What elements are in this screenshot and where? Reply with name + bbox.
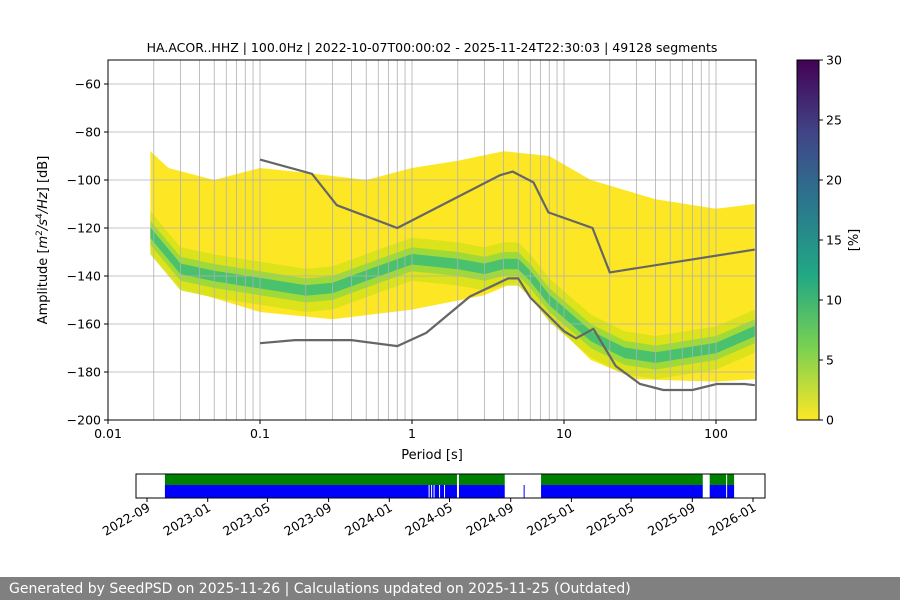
density-band-mid	[150, 220, 755, 370]
colorbar-tick-label: 25	[826, 113, 842, 128]
timeline-available-segment	[709, 485, 727, 498]
timeline-gap	[428, 485, 430, 498]
x-tick-label: 0.1	[250, 426, 270, 441]
timeline-used-segment	[541, 474, 703, 485]
timeline-tick-label: 2025-01	[524, 500, 577, 539]
timeline-used-segment	[164, 474, 457, 485]
y-tick-label: −60	[75, 77, 101, 92]
colorbar-tick-label: 10	[826, 293, 842, 308]
y-tick-label: −200	[67, 413, 101, 428]
timeline-tick-label: 2025-09	[645, 500, 698, 539]
nhnm-line	[259, 158, 755, 274]
y-tick-label: −120	[67, 221, 101, 236]
colorbar-tick-label: 20	[826, 173, 842, 188]
timeline-tick-label: 2023-01	[160, 500, 213, 539]
timeline-used-segment	[709, 474, 727, 485]
chart-title: HA.ACOR..HHZ | 100.0Hz | 2022-10-07T00:0…	[147, 40, 718, 55]
nlnm-line	[259, 277, 755, 392]
timeline-tick-label: 2026-01	[706, 500, 759, 539]
timeline-frame	[135, 473, 766, 499]
timeline-tick-label: 2022-09	[100, 500, 153, 539]
colorbar	[796, 59, 820, 421]
plot-frame	[107, 59, 757, 421]
timeline-gap	[439, 485, 441, 498]
timeline-gap	[431, 485, 433, 498]
y-tick-label: −160	[67, 317, 101, 332]
timeline-gap	[433, 485, 435, 498]
colorbar-tick-label: 30	[826, 53, 842, 68]
timeline-tick-label: 2023-09	[281, 500, 334, 539]
y-tick-label: −140	[67, 269, 101, 284]
x-tick-label: 10	[556, 426, 572, 441]
y-tick-label: −100	[67, 173, 101, 188]
timeline-tick-label: 2024-05	[402, 500, 455, 539]
x-tick-label: 1	[408, 426, 416, 441]
timeline-tick-label: 2023-05	[220, 500, 273, 539]
timeline-gap	[444, 485, 446, 498]
timeline-available-segment	[727, 485, 735, 498]
colorbar-tick-label: 5	[826, 353, 834, 368]
x-tick-label: 100	[704, 426, 728, 441]
footer-status: Generated by SeedPSD on 2025-11-26 | Cal…	[0, 577, 900, 600]
timeline-tick-label: 2024-01	[342, 500, 395, 539]
y-tick-label: −180	[67, 365, 101, 380]
y-axis-label: Amplitude [m2/s4/Hz] [dB]	[35, 156, 51, 325]
timeline-available-segment	[541, 485, 703, 498]
x-axis-label: Period [s]	[401, 448, 463, 463]
density-band-high	[150, 227, 755, 363]
colorbar-label: [%]	[847, 229, 862, 252]
timeline-used-segment	[458, 474, 505, 485]
timeline-available-segment	[458, 485, 505, 498]
ppsd-figure: HA.ACOR..HHZ | 100.0Hz | 2022-10-07T00:0…	[35, 40, 862, 539]
colorbar-tick-label: 15	[826, 233, 842, 248]
timeline-tick-label: 2024-09	[463, 500, 516, 539]
timeline-available-segment	[164, 485, 457, 498]
colorbar-tick-label: 0	[826, 413, 834, 428]
y-tick-label: −80	[75, 125, 101, 140]
timeline-available-segment	[523, 485, 525, 498]
x-tick-label: 0.01	[94, 426, 122, 441]
timeline-used-segment	[727, 474, 735, 485]
timeline-tick-label: 2025-05	[584, 500, 637, 539]
